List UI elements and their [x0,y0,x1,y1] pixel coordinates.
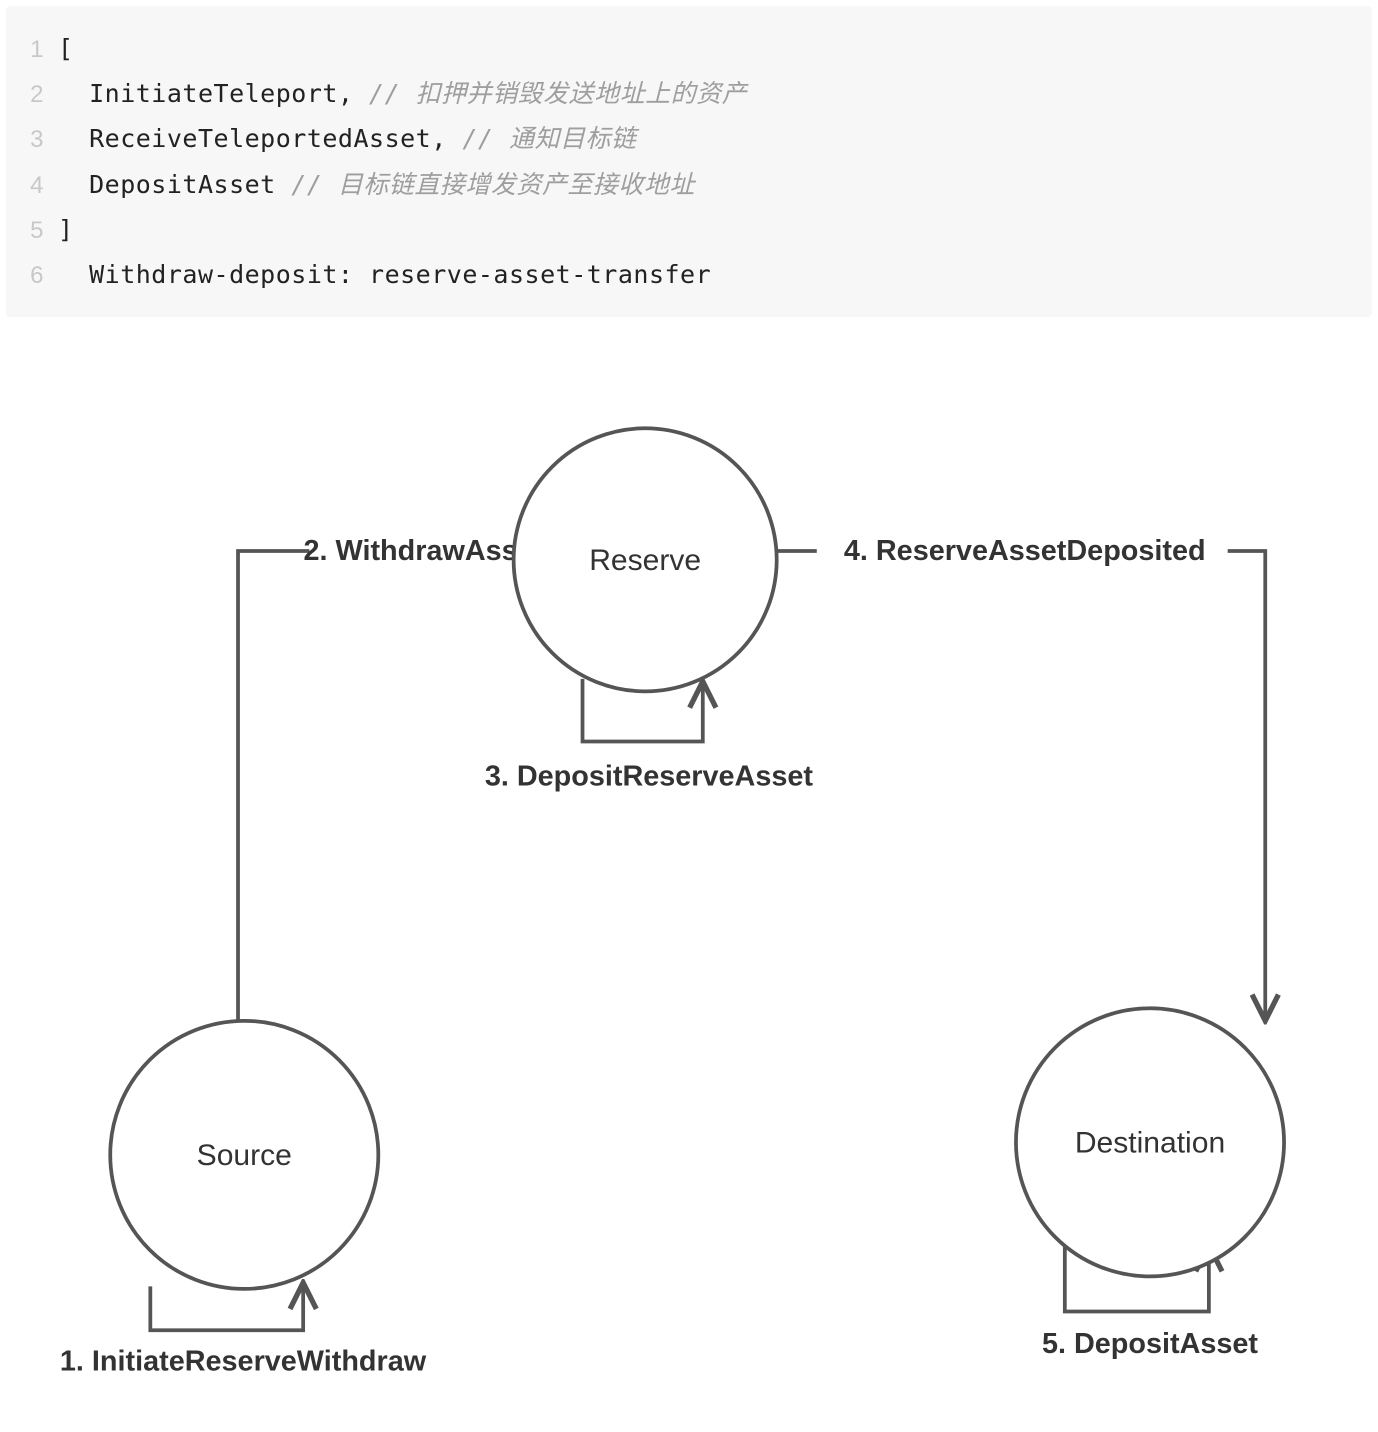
code-text: ] [58,207,74,252]
edge-label-e4: 4. ReserveAssetDeposited [844,535,1206,567]
line-number: 1 [22,28,58,71]
code-line: 3 ReceiveTeleportedAsset, // 通知目标链 [22,116,1356,161]
code-text: InitiateTeleport, [58,71,369,116]
node-label-reserve: Reserve [589,544,701,577]
code-line: 6 Withdraw-deposit: reserve-asset-transf… [22,252,1356,297]
code-line: 5] [22,207,1356,252]
code-comment: // 通知目标链 [462,116,636,161]
code-line: 2 InitiateTeleport, // 扣押并销毁发送地址上的资产 [22,71,1356,116]
diagram-container: 1. InitiateReserveWithdraw 2. WithdrawAss… [0,323,1378,1423]
code-line: 4 DepositAsset // 目标链直接增发资产至接收地址 [22,162,1356,207]
code-text: ReceiveTeleportedAsset, [58,116,462,161]
edge-label-e1: 1. InitiateReserveWithdraw [60,1345,427,1377]
code-comment: // 目标链直接增发资产至接收地址 [291,162,695,207]
edge-e1 [150,1287,303,1331]
edge-label-e2: 2. WithdrawAsset [304,535,544,567]
code-line: 1[ [22,26,1356,71]
node-label-source: Source [197,1139,292,1172]
line-number: 6 [22,254,58,297]
code-comment: // 扣押并销毁发送地址上的资产 [369,71,747,116]
edge-e4 [777,551,1266,1017]
line-number: 5 [22,209,58,252]
line-number: 3 [22,118,58,161]
edge-label-e3: 3. DepositReserveAsset [485,760,814,792]
code-text: [ [58,26,74,71]
code-text: DepositAsset [58,162,291,207]
code-block: 1[2 InitiateTeleport, // 扣押并销毁发送地址上的资产3 … [6,6,1372,317]
reserve-transfer-diagram: 1. InitiateReserveWithdraw 2. WithdrawAss… [0,323,1378,1423]
line-number: 2 [22,73,58,116]
edge-label-e5: 5. DepositAsset [1042,1328,1258,1360]
code-text: Withdraw-deposit: reserve-asset-transfer [58,252,711,297]
node-label-destination: Destination [1075,1126,1225,1159]
line-number: 4 [22,164,58,207]
